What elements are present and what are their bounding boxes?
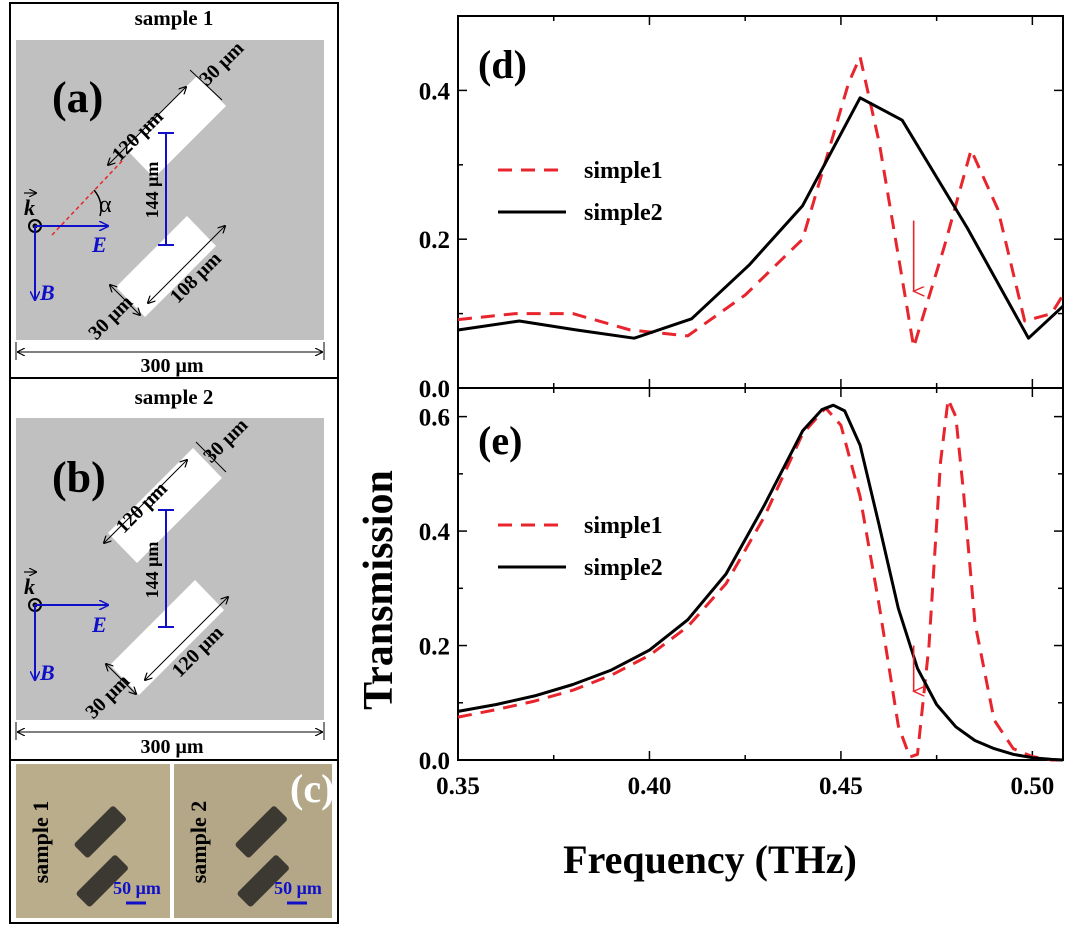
plot-frame: [457, 387, 1064, 761]
alpha-label: α: [99, 192, 112, 218]
e-label-b: E: [91, 612, 107, 637]
dim-144-a: 144 μm: [142, 162, 162, 219]
legend-label: simple1: [584, 513, 663, 539]
chart-e: 0.0 0.2 0.4 0.6 0.35 0.40 0.45 0.50 (e) simple1 si…: [419, 387, 1064, 800]
width-b: 300 μm: [141, 736, 204, 758]
x-tick-label: 0.35: [436, 773, 480, 800]
chart-d: 0.0 0.2 0.4 (d) simple1 simple2: [419, 15, 1065, 403]
y-tick-label: 0.4: [419, 78, 451, 105]
y-axis-label: Transmission: [356, 470, 402, 710]
x-tick-label: 0.45: [819, 773, 863, 800]
x-axis-label: Frequency (THz): [563, 837, 857, 882]
b-label-a: B: [39, 280, 55, 305]
y-tick-label: 0.2: [419, 227, 450, 254]
e-label-a: E: [91, 232, 107, 257]
series-line-simple2: [457, 403, 1064, 762]
y-tick-label: 0.2: [419, 634, 450, 661]
panel-b-title: sample 2: [135, 385, 214, 409]
y-tick-label: 0.0: [419, 376, 450, 403]
legend-label: simple2: [584, 200, 663, 226]
panel-a-title: sample 1: [135, 6, 214, 30]
x-tick-label: 0.50: [1010, 773, 1054, 800]
y-tick-label: 0.0: [419, 748, 450, 775]
panel-c: sample 1 sample 2 (c) 50 μm 50 μm: [16, 764, 334, 918]
width-a: 300 μm: [141, 355, 204, 377]
b-label-b: B: [39, 660, 55, 685]
left-frame: [9, 2, 339, 924]
scale-label-right: 50 μm: [274, 878, 322, 898]
photo-resonator: [74, 806, 126, 858]
photo-label-sample1: sample 1: [28, 801, 53, 884]
legend-label: simple2: [584, 555, 663, 581]
y-tick-label: 0.6: [419, 405, 450, 432]
panel-tag: (e): [478, 418, 522, 463]
panel-a: sample 1 (a) 120 μm 30 μm 144 μm 108 μm …: [15, 6, 325, 377]
x-tick-label: 0.40: [628, 773, 672, 800]
photo-label-sample2: sample 2: [186, 801, 211, 884]
y-tick-label: 0.4: [419, 519, 451, 546]
k-label-a: k: [24, 195, 35, 220]
legend-label: simple1: [584, 158, 663, 184]
scale-label-left: 50 μm: [113, 878, 161, 898]
panel-tag: (d): [478, 42, 527, 87]
series-line-simple1: [457, 397, 1063, 762]
series-line-simple1: [457, 55, 1065, 349]
plot-frame: [457, 15, 1064, 389]
dim-144-b: 144 μm: [142, 542, 162, 599]
panel-a-tag: (a): [52, 73, 103, 122]
panel-b-tag: (b): [52, 453, 106, 502]
panel-c-tag: (c): [290, 766, 334, 811]
series-line-simple2: [457, 96, 1065, 340]
k-label-b: k: [24, 574, 35, 599]
panel-b: sample 2 (b) 120 μm 30 μm 144 μm 120 μm …: [15, 385, 325, 758]
